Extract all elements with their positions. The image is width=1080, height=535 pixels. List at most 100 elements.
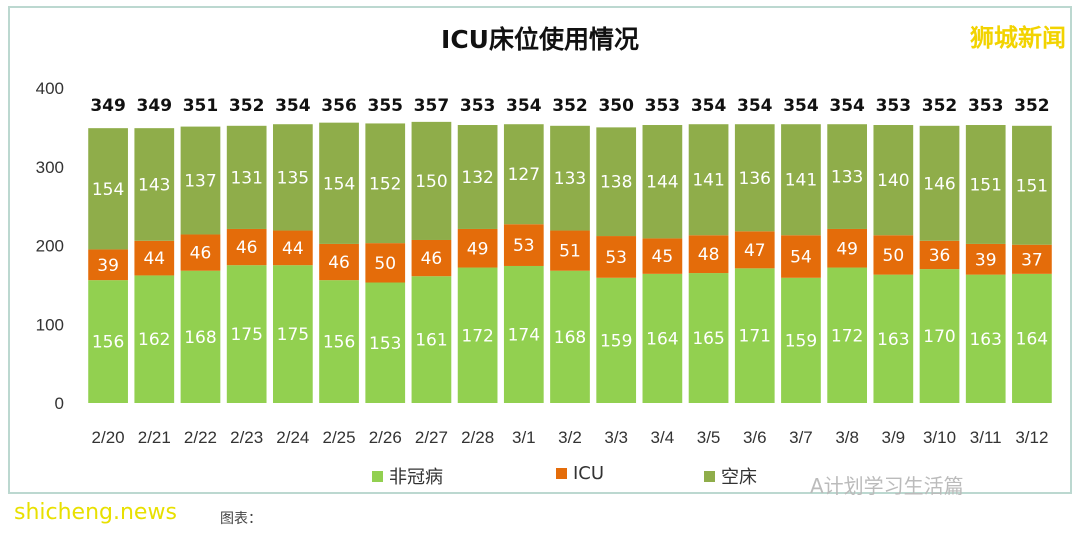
bar-segment xyxy=(365,123,406,244)
data-label: 152 xyxy=(369,174,401,194)
watermark-top: 狮城新闻 xyxy=(970,24,1066,52)
total-label: 354 xyxy=(691,96,727,116)
bar-segment xyxy=(965,274,1006,403)
data-label: 37 xyxy=(1021,250,1043,270)
bar-segment xyxy=(781,124,821,236)
bar-segment xyxy=(550,230,590,271)
data-label: 153 xyxy=(369,334,401,354)
total-label: 350 xyxy=(598,96,634,116)
bar-segment xyxy=(965,125,1006,244)
data-label: 48 xyxy=(698,245,720,265)
bar-segment xyxy=(873,125,914,236)
data-label: 165 xyxy=(692,329,724,349)
data-label: 50 xyxy=(374,254,396,274)
data-label: 127 xyxy=(508,165,540,185)
data-label: 132 xyxy=(461,168,493,188)
total-label: 349 xyxy=(90,96,126,116)
data-label: 136 xyxy=(739,169,771,189)
bar-segment xyxy=(365,282,406,403)
data-label: 151 xyxy=(1016,176,1048,196)
data-label: 46 xyxy=(236,238,258,258)
bar-segment xyxy=(319,243,359,281)
bar-segment xyxy=(180,126,221,235)
x-tick-label: 2/25 xyxy=(323,428,356,447)
data-label: 146 xyxy=(923,174,955,194)
total-label: 354 xyxy=(506,96,542,116)
legend-item-empty: 空床 xyxy=(704,463,757,489)
bar-segment xyxy=(134,275,175,403)
bar-segment xyxy=(688,235,729,274)
bar-segment xyxy=(596,127,637,237)
data-label: 140 xyxy=(877,171,909,191)
total-label: 354 xyxy=(829,96,865,116)
x-tick-label: 3/3 xyxy=(604,428,628,447)
total-label: 353 xyxy=(460,96,496,116)
data-label: 144 xyxy=(646,173,678,193)
x-tick-label: 3/12 xyxy=(1015,428,1048,447)
bar-segment xyxy=(919,125,960,241)
data-label: 175 xyxy=(230,325,262,345)
bar-segment xyxy=(272,230,313,266)
bar-segment xyxy=(88,249,128,281)
x-tick-label: 3/4 xyxy=(651,428,675,447)
data-label: 141 xyxy=(785,171,817,191)
bar-segment xyxy=(134,128,175,241)
x-tick-label: 2/27 xyxy=(415,428,448,447)
bar-segment xyxy=(457,267,498,403)
bar-segment xyxy=(1012,244,1052,274)
source-note: 图表： xyxy=(220,511,262,527)
total-label: 352 xyxy=(1014,96,1050,116)
x-tick-label: 2/21 xyxy=(138,428,171,447)
bar-segment xyxy=(1012,125,1052,245)
data-label: 172 xyxy=(831,326,863,346)
data-label: 45 xyxy=(652,247,674,267)
bar-segment xyxy=(781,235,821,278)
data-label: 159 xyxy=(785,331,817,351)
total-label: 357 xyxy=(414,96,450,116)
data-label: 50 xyxy=(883,246,905,266)
bar-segment xyxy=(503,124,544,225)
total-label: 354 xyxy=(783,96,819,116)
x-tick-label: 2/23 xyxy=(230,428,263,447)
bar-segment xyxy=(411,276,452,403)
data-label: 143 xyxy=(138,175,170,195)
data-label: 172 xyxy=(461,326,493,346)
bar-segment xyxy=(88,128,128,250)
data-label: 168 xyxy=(184,328,216,348)
total-label: 353 xyxy=(968,96,1004,116)
data-label: 163 xyxy=(877,330,909,350)
bar-segment xyxy=(1012,273,1052,403)
data-label: 137 xyxy=(184,172,216,192)
total-label: 353 xyxy=(876,96,912,116)
x-tick-label: 3/9 xyxy=(882,428,906,447)
bar-segment xyxy=(226,125,267,229)
bar-segment xyxy=(734,231,775,269)
legend-label: ICU xyxy=(573,463,605,484)
data-label: 150 xyxy=(415,172,447,192)
bar-segment xyxy=(827,267,868,403)
data-label: 154 xyxy=(92,180,124,200)
bar-segment xyxy=(365,243,406,283)
y-tick-label: 200 xyxy=(36,237,64,256)
bar-segment xyxy=(688,124,729,236)
total-label: 352 xyxy=(552,96,588,116)
data-label: 53 xyxy=(605,248,627,268)
y-tick-label: 400 xyxy=(36,79,64,98)
bar-segment xyxy=(88,280,128,403)
x-tick-label: 3/5 xyxy=(697,428,721,447)
bar-segment xyxy=(642,273,683,403)
total-label: 351 xyxy=(183,96,219,116)
bar-segment xyxy=(503,265,544,403)
data-label: 135 xyxy=(277,168,309,188)
bar-segment xyxy=(965,243,1006,275)
data-label: 163 xyxy=(969,330,1001,350)
bar-segment xyxy=(596,277,637,403)
legend-label: 非冠病 xyxy=(389,467,443,488)
x-tick-label: 3/2 xyxy=(558,428,582,447)
total-label: 352 xyxy=(229,96,265,116)
data-label: 151 xyxy=(969,175,1001,195)
data-label: 46 xyxy=(421,249,443,269)
watermark-bottom-right: A计划学习生活篇 xyxy=(810,474,964,498)
bar-segment xyxy=(873,274,914,403)
